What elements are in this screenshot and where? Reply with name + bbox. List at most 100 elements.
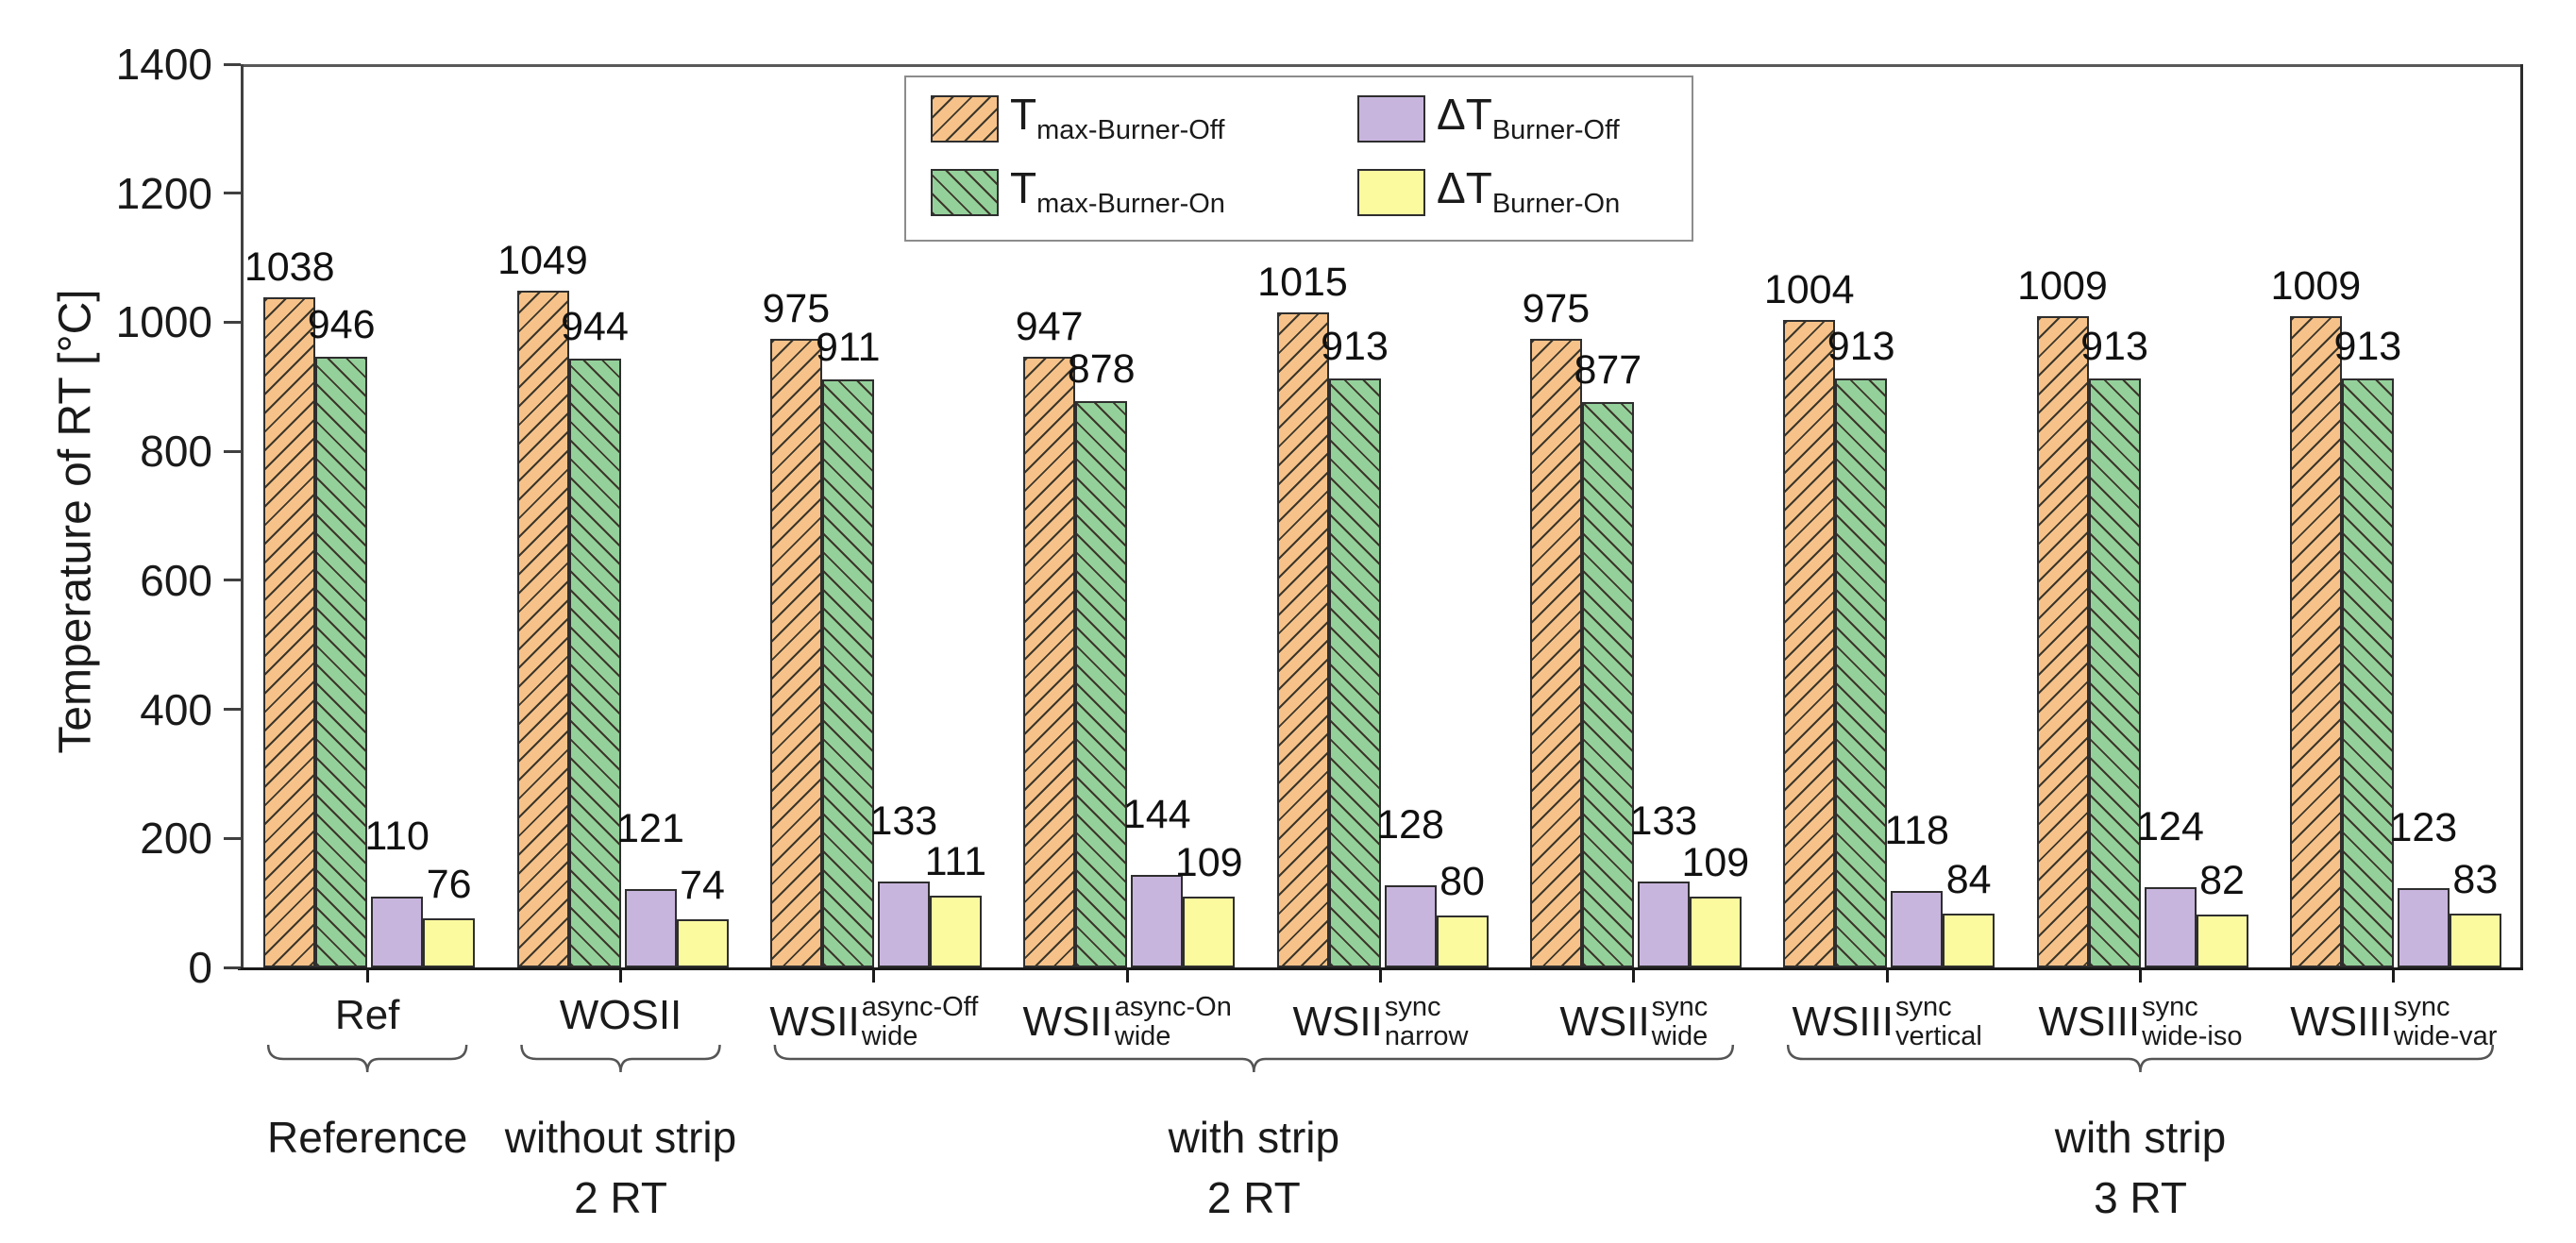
category-label: WSII async-On wide [1022,992,1232,1054]
bar-value-label: 124 [2136,804,2204,850]
category-superscript: async-Off [861,992,979,1022]
bar-value-label: 975 [1522,285,1591,331]
category-superscript: sync [1895,992,1952,1022]
bar-value-label: 1004 [1763,266,1855,312]
category-base: WOSII [559,992,682,1038]
bar-T_max-Burner-On [2088,378,2141,967]
bar-ΔT_Burner-Off [1384,884,1437,967]
bar-T_max-Burner-On [315,357,368,967]
y-tick-label: 400 [140,684,212,734]
bar-value-label: 878 [1067,345,1136,392]
x-tick [1885,967,1889,983]
bar-T_max-Burner-Off [1529,338,1582,967]
bar-ΔT_Burner-On [1943,913,1995,967]
bar-value-label: 1015 [1257,260,1348,306]
category-scripts: sync narrow [1384,992,1469,1052]
group-label-line1: with strip [2054,1113,2227,1162]
y-tick [224,579,241,582]
group-label-line2: 2 RT [574,1173,667,1222]
bar-value-label: 946 [307,302,376,348]
bar-value-label: 110 [364,813,429,859]
legend-swatch [1357,168,1425,216]
group-label-line1: without strip [504,1113,737,1162]
x-tick [872,967,876,983]
y-axis-line [241,64,244,970]
bar-ΔT_Burner-On [1689,897,1742,967]
x-tick [619,967,622,983]
group-label-line2: 3 RT [2094,1173,2187,1222]
bar-value-label: 109 [1174,840,1243,886]
bar-ΔT_Burner-On [929,896,982,967]
category-label: WSII sync wide [1559,992,1709,1054]
bar-value-label: 82 [2199,857,2245,903]
brace [266,1044,468,1073]
bar-value-label: 84 [1945,856,1992,902]
category-label: WSIII sync vertical [1792,992,1981,1054]
bar-value-label: 913 [1321,323,1389,369]
bar-value-label: 123 [2389,804,2458,850]
bar-value-label: 1038 [244,244,335,291]
bar-T_max-Burner-Off [1023,356,1076,967]
category-base: WSIII [1792,998,1894,1045]
category-superscript: sync [1384,992,1441,1022]
category-subscript: wide [1651,1021,1709,1052]
category-subscript: wide-iso [2142,1021,2243,1052]
y-tick-label: 200 [140,814,212,864]
bar-T_max-Burner-Off [769,338,822,967]
bar-value-label: 109 [1681,840,1750,886]
category-superscript: sync [2393,992,2450,1022]
y-tick [224,836,241,840]
bar-T_max-Burner-On [1328,378,1381,967]
category-superscript: sync [1651,992,1709,1022]
bar-T_max-Burner-Off [2036,316,2089,967]
y-tick [224,62,241,66]
bar-value-label: 911 [816,325,881,371]
bar-ΔT_Burner-Off [1131,874,1184,967]
legend-item: ΔTBurner-Off [1357,92,1620,144]
bar-T_max-Burner-On [821,379,874,967]
x-tick [1632,967,1636,983]
bar-T_max-Burner-Off [1276,312,1329,967]
bar-value-label: 913 [1827,323,1895,369]
bar-value-label: 144 [1122,791,1191,837]
x-tick [1125,967,1129,983]
x-tick [2392,967,2396,983]
bar-ΔT_Burner-Off [2144,887,2197,967]
bar-value-label: 128 [1376,801,1444,848]
bar-T_max-Burner-On [1581,401,1634,967]
bar-ΔT_Burner-On [676,919,729,967]
y-tick-label: 800 [140,427,212,477]
bar-T_max-Burner-Off [263,297,316,967]
y-tick-label: 1400 [115,40,212,89]
x-tick [2139,967,2142,983]
bar-value-label: 118 [1884,808,1949,854]
bar-value-label: 877 [1574,346,1642,393]
legend-label: ΔTBurner-Off [1437,90,1620,145]
bar-value-label: 121 [616,806,684,852]
category-label: WSII async-Off wide [769,992,979,1054]
plot-top-border [241,64,2523,67]
bar-value-label: 944 [561,303,629,349]
y-tick-label: 1200 [115,168,212,218]
category-subscript: narrow [1384,1021,1469,1052]
bar-value-label: 133 [1629,798,1698,845]
y-tick [224,966,241,969]
group-label-line1: with strip [1168,1113,1340,1162]
bar-T_max-Burner-Off [516,290,569,967]
y-tick [224,449,241,453]
category-scripts: sync wide [1651,992,1709,1052]
bar-ΔT_Burner-On [1436,915,1489,967]
category-subscript: wide-var [2393,1021,2498,1052]
bar-T_max-Burner-Off [2289,316,2342,967]
y-tick-label: 600 [140,555,212,605]
legend-label: Tmax-Burner-Off [1010,90,1225,145]
x-tick [365,967,369,983]
bar-value-label: 111 [924,839,987,885]
bar-ΔT_Burner-Off [371,896,424,967]
category-scripts: async-On wide [1115,992,1232,1052]
category-label: WSIII sync wide-var [2290,992,2498,1054]
bar-T_max-Burner-On [2341,378,2394,967]
bar-value-label: 80 [1440,859,1485,905]
bar-value-label: 1009 [2270,263,2362,310]
category-base: WSII [1022,998,1113,1045]
